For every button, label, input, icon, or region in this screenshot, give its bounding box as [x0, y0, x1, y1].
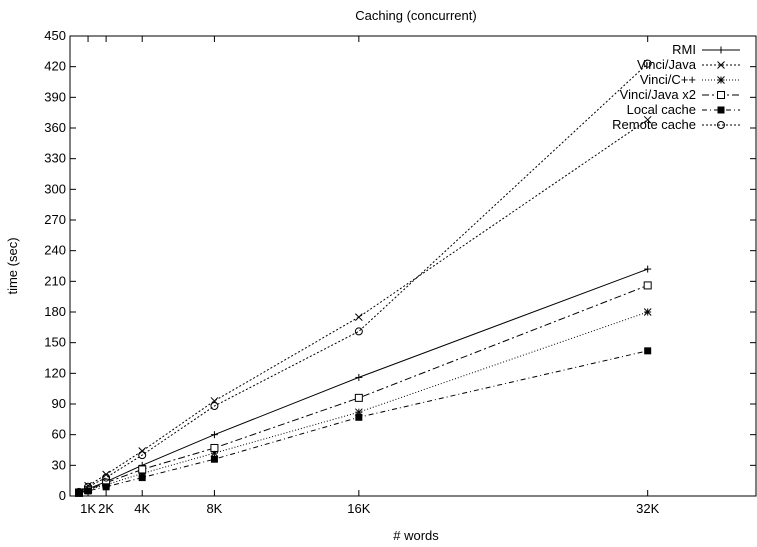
- data-point: [717, 76, 725, 84]
- data-point: [210, 443, 219, 452]
- series-line: [78, 350, 648, 494]
- y-tick-label: 360: [44, 120, 66, 135]
- data-point: [643, 308, 652, 316]
- y-tick-label: 30: [52, 457, 66, 472]
- data-point: [84, 482, 93, 491]
- x-tick-label: 4K: [134, 501, 150, 516]
- legend-label: Vinci/C++: [640, 72, 696, 87]
- legend-item: Vinci/Java x2: [620, 87, 740, 102]
- series-2: [75, 308, 652, 497]
- y-tick-label: 180: [44, 304, 66, 319]
- chart-title: Caching (concurrent): [355, 8, 476, 23]
- data-point: [717, 121, 725, 129]
- data-point: [102, 473, 111, 482]
- y-tick-label: 450: [44, 28, 66, 43]
- data-point: [717, 91, 725, 99]
- series-line: [78, 311, 648, 494]
- data-point: [643, 281, 652, 290]
- y-axis-title: time (sec): [5, 237, 20, 294]
- y-tick-label: 210: [44, 273, 66, 288]
- x-tick-label: 16K: [347, 501, 370, 516]
- x-axis-title: # words: [393, 528, 439, 543]
- series-5: [75, 59, 652, 496]
- data-point: [643, 115, 652, 124]
- series-line: [78, 119, 648, 493]
- legend-label: Vinci/Java: [637, 57, 697, 72]
- data-point: [355, 373, 363, 381]
- y-tick-label: 420: [44, 59, 66, 74]
- data-point: [354, 393, 363, 402]
- data-point: [102, 483, 110, 491]
- data-point: [644, 265, 652, 273]
- y-tick-label: 330: [44, 151, 66, 166]
- data-point: [138, 465, 147, 474]
- series-0: [75, 265, 652, 497]
- y-tick-label: 120: [44, 365, 66, 380]
- series-line: [78, 268, 648, 494]
- series-layer: [75, 59, 652, 497]
- plot-frame: [69, 35, 757, 497]
- data-point: [84, 487, 92, 495]
- y-tick-label: 90: [52, 396, 66, 411]
- data-point: [210, 455, 218, 463]
- legend-item: Vinci/Java: [637, 57, 740, 72]
- y-tick-label: 390: [44, 89, 66, 104]
- legend-label: Remote cache: [612, 117, 696, 132]
- y-tick-label: 150: [44, 335, 66, 350]
- data-point: [75, 487, 84, 496]
- y-tick-label: 60: [52, 427, 66, 442]
- x-tick-label: 2K: [98, 501, 114, 516]
- legend-item: Local cache: [627, 102, 740, 117]
- data-point: [354, 327, 363, 336]
- data-point: [210, 431, 218, 439]
- data-point: [138, 451, 147, 460]
- x-tick-label: 1K: [80, 501, 96, 516]
- legend-label: Local cache: [627, 102, 696, 117]
- data-point: [138, 474, 146, 482]
- series-1: [75, 115, 652, 496]
- legend-label: Vinci/Java x2: [620, 87, 696, 102]
- series-line: [78, 284, 648, 494]
- x-tick-label: 8K: [206, 501, 222, 516]
- data-point: [717, 61, 725, 69]
- data-point: [644, 347, 652, 355]
- data-point: [643, 59, 652, 68]
- series-4: [75, 347, 652, 497]
- y-tick-label: 300: [44, 181, 66, 196]
- data-point: [717, 46, 725, 54]
- legend-label: RMI: [672, 42, 696, 57]
- y-axis: 0 30 60 90 120 150 180 210 240 270 300 330 360 390 420…: [44, 28, 756, 503]
- data-point: [210, 402, 219, 411]
- data-point: [75, 489, 83, 497]
- data-point: [355, 413, 363, 421]
- series-line: [78, 63, 649, 493]
- x-axis: 1K 2K 4K 8K 16K 32K: [80, 36, 660, 516]
- y-tick-label: 240: [44, 243, 66, 258]
- legend-item: Remote cache: [612, 117, 740, 132]
- y-tick-label: 0: [59, 488, 66, 503]
- y-tick-label: 270: [44, 212, 66, 227]
- series-3: [75, 281, 652, 497]
- legend-item: RMI: [672, 42, 740, 57]
- data-point: [717, 106, 725, 114]
- legend-item: Vinci/C++: [640, 72, 740, 87]
- data-point: [354, 313, 363, 321]
- x-tick-label: 32K: [636, 501, 659, 516]
